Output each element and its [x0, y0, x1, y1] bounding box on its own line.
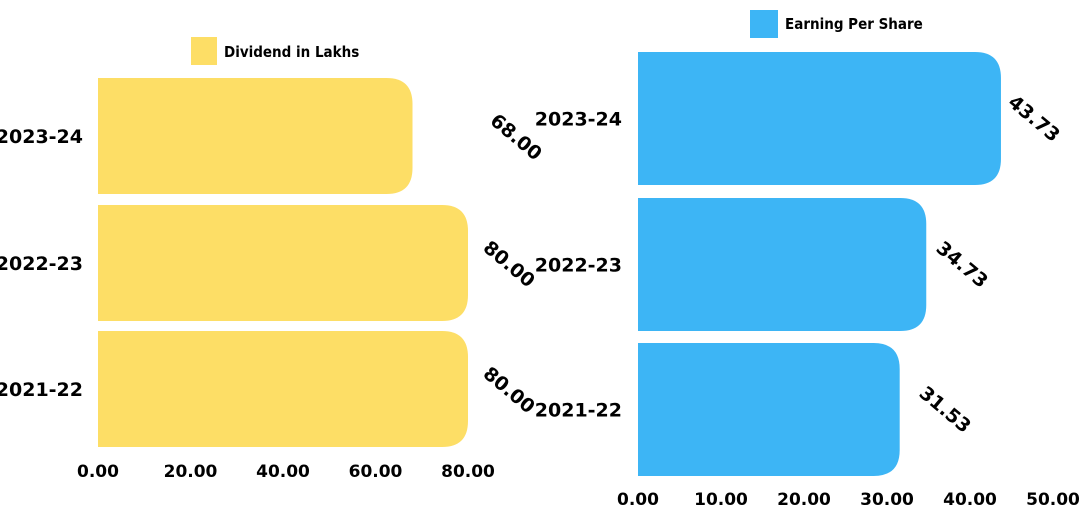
eps-x-tick-label: 20.00 [777, 490, 831, 510]
eps-value-label: 34.73 [932, 237, 992, 292]
eps-bar-2022-23 [638, 198, 927, 331]
eps-legend-swatch [750, 10, 778, 38]
eps-value-label: 31.53 [915, 382, 975, 437]
eps-bar-2023-24 [638, 52, 1001, 185]
dividend-category-label: 2021-22 [0, 379, 83, 401]
eps-category-label: 2022-23 [535, 255, 622, 277]
eps-bar-2021-22 [638, 343, 900, 476]
dividend-legend-swatch [191, 37, 217, 65]
dividend-x-tick-label: 80.00 [441, 462, 495, 482]
eps-x-tick-label: 40.00 [943, 490, 997, 510]
eps-category-label: 2023-24 [535, 109, 622, 131]
eps-category-label: 2021-22 [535, 400, 622, 422]
dividend-category-label: 2023-24 [0, 126, 83, 148]
eps-value-label: 43.73 [1004, 91, 1064, 146]
eps-x-tick-label: 0.00 [617, 490, 659, 510]
dividend-category-label: 2022-23 [0, 253, 83, 275]
dividend-legend-label: Dividend in Lakhs [224, 43, 359, 61]
dividend-value-label: 80.00 [479, 237, 539, 292]
dividend-x-tick-label: 0.00 [77, 462, 119, 482]
eps-x-tick-label: 50.00 [1026, 490, 1080, 510]
eps-x-tick-label: 30.00 [860, 490, 914, 510]
eps-x-tick-label: 10.00 [694, 490, 748, 510]
dividend-bar-2022-23 [98, 205, 468, 321]
dividend-value-label: 80.00 [479, 363, 539, 418]
dividend-bar-2021-22 [98, 331, 468, 447]
dividend-x-tick-label: 20.00 [164, 462, 218, 482]
dividend-x-tick-label: 60.00 [349, 462, 403, 482]
eps-legend-label: Earning Per Share [785, 15, 923, 33]
dividend-bar-2023-24 [98, 78, 413, 194]
dividend-x-tick-label: 40.00 [256, 462, 310, 482]
